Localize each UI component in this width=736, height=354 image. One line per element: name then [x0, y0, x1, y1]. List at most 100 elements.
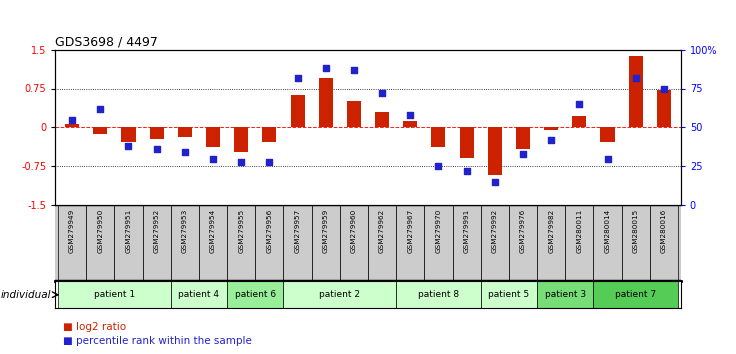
Bar [453, 205, 481, 281]
Bar [573, 116, 587, 127]
Bar [206, 127, 220, 147]
Bar [255, 205, 283, 281]
Point [517, 151, 529, 157]
Bar [488, 127, 502, 175]
Bar [431, 127, 445, 147]
Bar [283, 205, 311, 281]
Bar [459, 127, 474, 158]
Text: patient 8: patient 8 [418, 290, 459, 299]
Bar [65, 124, 79, 127]
Text: GSM280016: GSM280016 [661, 209, 667, 253]
Text: patient 6: patient 6 [235, 290, 276, 299]
Bar [650, 205, 678, 281]
Bar [403, 121, 417, 127]
Text: GSM279950: GSM279950 [97, 209, 103, 253]
Bar [171, 205, 199, 281]
Text: GSM279970: GSM279970 [436, 209, 442, 253]
Bar [58, 281, 171, 308]
Bar [262, 127, 277, 142]
Bar [234, 127, 248, 152]
Point [545, 137, 557, 143]
Text: GDS3698 / 4497: GDS3698 / 4497 [55, 35, 158, 48]
Text: individual: individual [1, 290, 52, 300]
Text: patient 1: patient 1 [93, 290, 135, 299]
Text: ■ percentile rank within the sample: ■ percentile rank within the sample [63, 336, 252, 346]
Bar [601, 127, 615, 142]
Text: GSM279967: GSM279967 [407, 209, 414, 253]
Point [151, 147, 163, 152]
Point [207, 156, 219, 161]
Text: GSM279953: GSM279953 [182, 209, 188, 253]
Text: GSM279954: GSM279954 [210, 209, 216, 253]
Bar [149, 127, 163, 139]
Bar [544, 127, 558, 130]
Bar [86, 205, 114, 281]
Bar [425, 205, 453, 281]
Bar [622, 205, 650, 281]
Text: GSM279982: GSM279982 [548, 209, 554, 253]
Bar [565, 205, 593, 281]
Point [94, 106, 106, 112]
Text: GSM279992: GSM279992 [492, 209, 498, 253]
Bar [481, 281, 537, 308]
Bar [114, 205, 143, 281]
Text: GSM279956: GSM279956 [266, 209, 272, 253]
Bar [178, 127, 192, 137]
Point [489, 179, 500, 185]
Bar [537, 205, 565, 281]
Point [376, 90, 388, 96]
Bar [629, 56, 643, 127]
Text: GSM279960: GSM279960 [351, 209, 357, 253]
Bar [593, 281, 678, 308]
Text: GSM279957: GSM279957 [294, 209, 300, 253]
Text: patient 2: patient 2 [319, 290, 361, 299]
Bar [396, 205, 425, 281]
Point [658, 86, 670, 91]
Text: GSM279951: GSM279951 [125, 209, 132, 253]
Point [291, 75, 303, 80]
Bar [93, 127, 107, 134]
Bar [516, 127, 530, 149]
Point [123, 143, 135, 149]
Point [461, 168, 473, 174]
Point [630, 75, 642, 80]
Bar [481, 205, 509, 281]
Bar [311, 205, 340, 281]
Text: patient 4: patient 4 [178, 290, 219, 299]
Text: ■ log2 ratio: ■ log2 ratio [63, 322, 126, 332]
Point [263, 159, 275, 165]
Bar [227, 205, 255, 281]
Bar [171, 281, 227, 308]
Bar [58, 205, 86, 281]
Text: GSM280011: GSM280011 [576, 209, 582, 253]
Bar [657, 90, 671, 127]
Bar [375, 112, 389, 127]
Bar [227, 281, 283, 308]
Point [66, 117, 78, 122]
Text: GSM279949: GSM279949 [69, 209, 75, 253]
Text: GSM280014: GSM280014 [604, 209, 611, 253]
Bar [509, 205, 537, 281]
Point [236, 159, 247, 165]
Bar [121, 127, 135, 142]
Point [601, 156, 613, 161]
Bar [143, 205, 171, 281]
Point [320, 65, 332, 71]
Bar [347, 102, 361, 127]
Bar [319, 78, 333, 127]
Text: GSM279955: GSM279955 [238, 209, 244, 253]
Point [348, 67, 360, 73]
Text: GSM279991: GSM279991 [464, 209, 470, 253]
Bar [593, 205, 622, 281]
Bar [396, 281, 481, 308]
Bar [340, 205, 368, 281]
Point [433, 164, 445, 169]
Bar [283, 281, 396, 308]
Point [573, 101, 585, 107]
Text: GSM279976: GSM279976 [520, 209, 526, 253]
Text: GSM279952: GSM279952 [154, 209, 160, 253]
Text: GSM279959: GSM279959 [322, 209, 329, 253]
Point [179, 149, 191, 155]
Point [404, 112, 416, 118]
Text: GSM280015: GSM280015 [633, 209, 639, 253]
